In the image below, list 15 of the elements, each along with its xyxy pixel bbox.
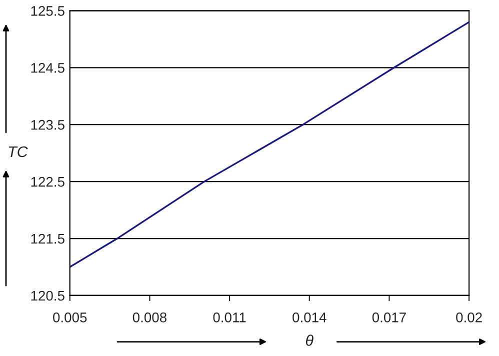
y-tick-label: 121.5 bbox=[31, 234, 64, 244]
y-axis-title: TC bbox=[8, 146, 28, 158]
y-tick-label: 124.5 bbox=[31, 62, 64, 73]
y-tick-label: 122.5 bbox=[31, 176, 64, 187]
x-tick-label: 0.005 bbox=[53, 312, 87, 322]
x-tick-label: 0.014 bbox=[292, 312, 326, 322]
y-tick-label: 125.5 bbox=[31, 6, 64, 16]
x-tick-label: 0.008 bbox=[132, 312, 166, 322]
x-tick-label: 0.017 bbox=[372, 312, 406, 322]
y-tick-label: 123.5 bbox=[31, 120, 64, 130]
y-tick-label: 120.5 bbox=[31, 290, 64, 301]
x-tick-label: 0.011 bbox=[213, 312, 246, 322]
line-series bbox=[70, 21, 470, 268]
x-tick-label: 0.02 bbox=[456, 312, 482, 322]
x-axis-title: θ bbox=[306, 334, 314, 346]
